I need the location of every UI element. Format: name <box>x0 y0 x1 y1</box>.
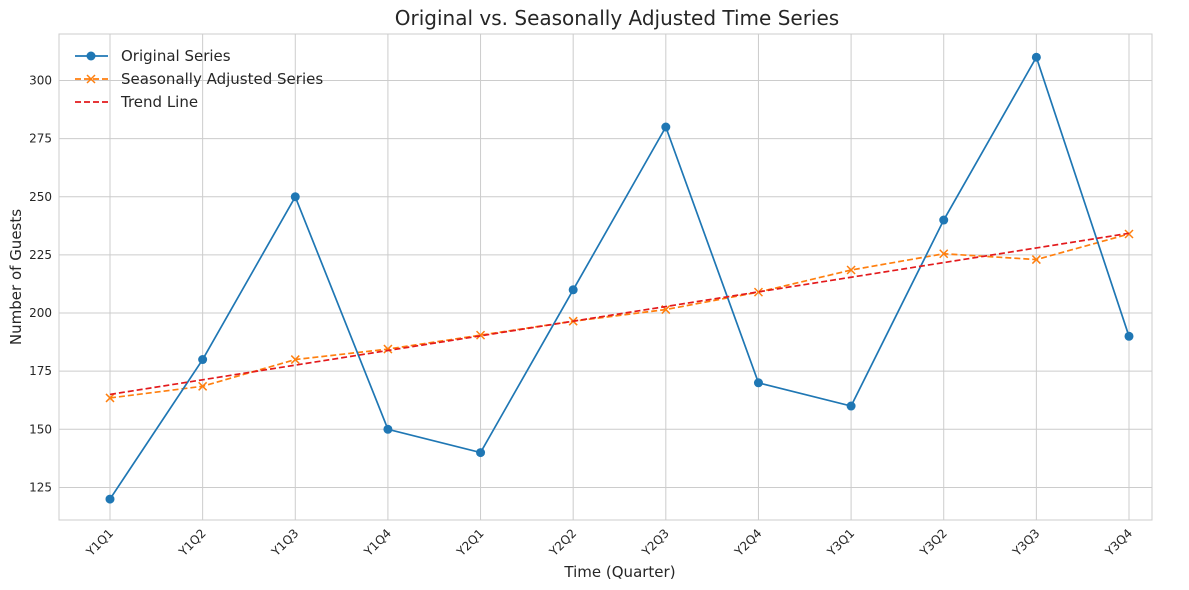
data-point <box>753 287 763 297</box>
data-point <box>290 355 300 365</box>
x-tick-label: Y2Q4 <box>731 526 764 559</box>
y-tick-label: 125 <box>29 480 52 494</box>
x-tick-label: Y2Q3 <box>639 526 672 559</box>
x-tick-label: Y1Q3 <box>268 526 301 559</box>
series-line-2 <box>109 232 1130 396</box>
data-point <box>105 393 115 403</box>
data-point <box>1031 52 1041 62</box>
x-axis-label: Time (Quarter) <box>563 563 675 581</box>
x-tick-label: Y3Q1 <box>824 526 857 559</box>
legend-marker <box>86 51 96 61</box>
data-point <box>476 330 486 340</box>
legend-marker <box>86 74 96 84</box>
series-line-0 <box>109 55 1130 500</box>
series-1 <box>105 229 1134 403</box>
legend-item: Trend Line <box>75 93 198 111</box>
y-tick-label: 175 <box>29 364 52 378</box>
series-layer <box>105 52 1134 504</box>
x-tick-label: Y2Q1 <box>453 526 486 559</box>
data-point <box>939 249 949 259</box>
legend-item: Seasonally Adjusted Series <box>75 70 323 88</box>
y-tick-label: 150 <box>29 422 52 436</box>
y-tick-label: 200 <box>29 306 52 320</box>
legend-label: Seasonally Adjusted Series <box>121 70 323 88</box>
series-2 <box>109 232 1130 396</box>
x-axis-ticks: Y1Q1 Y1Q2 Y1Q3 Y1Q4 Y2Q1 Y2Q2 Y2Q3 Y2Q4 Y3Q1 Y3Q2… <box>83 526 1135 559</box>
data-point <box>939 215 949 225</box>
y-tick-label: 250 <box>29 190 52 204</box>
chart-title: Original vs. Seasonally Adjusted Time Se… <box>395 6 839 30</box>
y-tick-label: 225 <box>29 248 52 262</box>
data-point <box>568 285 578 295</box>
x-tick-label: Y1Q2 <box>175 526 208 559</box>
y-axis-ticks: 125 150 175 200 225 250 275 300 <box>29 74 52 495</box>
data-point <box>476 448 486 458</box>
legend-item: Original Series <box>75 47 231 65</box>
y-tick-label: 275 <box>29 132 52 146</box>
legend: Original Series Seasonally Adjusted Serie… <box>75 47 323 111</box>
data-point <box>198 381 208 391</box>
x-tick-label: Y2Q2 <box>546 526 579 559</box>
legend-label: Original Series <box>121 47 231 65</box>
data-point <box>383 344 393 354</box>
x-tick-label: Y1Q4 <box>361 526 394 559</box>
y-tick-label: 300 <box>29 74 52 88</box>
data-point <box>198 355 208 365</box>
series-line-1 <box>109 233 1130 399</box>
plot-frame <box>58 33 1153 521</box>
data-point <box>846 265 856 275</box>
data-point <box>105 494 115 504</box>
data-point <box>383 424 393 434</box>
x-tick-label: Y3Q3 <box>1009 526 1042 559</box>
x-tick-label: Y3Q4 <box>1102 526 1135 559</box>
data-point <box>1031 255 1041 265</box>
grid <box>59 34 1152 520</box>
data-point <box>1124 331 1134 341</box>
data-point <box>846 401 856 411</box>
data-point <box>661 122 671 132</box>
data-point <box>753 378 763 388</box>
data-point <box>290 192 300 202</box>
legend-label: Trend Line <box>120 93 198 111</box>
x-tick-label: Y1Q1 <box>83 526 116 559</box>
y-axis-label: Number of Guests <box>7 209 25 345</box>
x-tick-label: Y3Q2 <box>917 526 950 559</box>
series-0 <box>105 52 1134 504</box>
